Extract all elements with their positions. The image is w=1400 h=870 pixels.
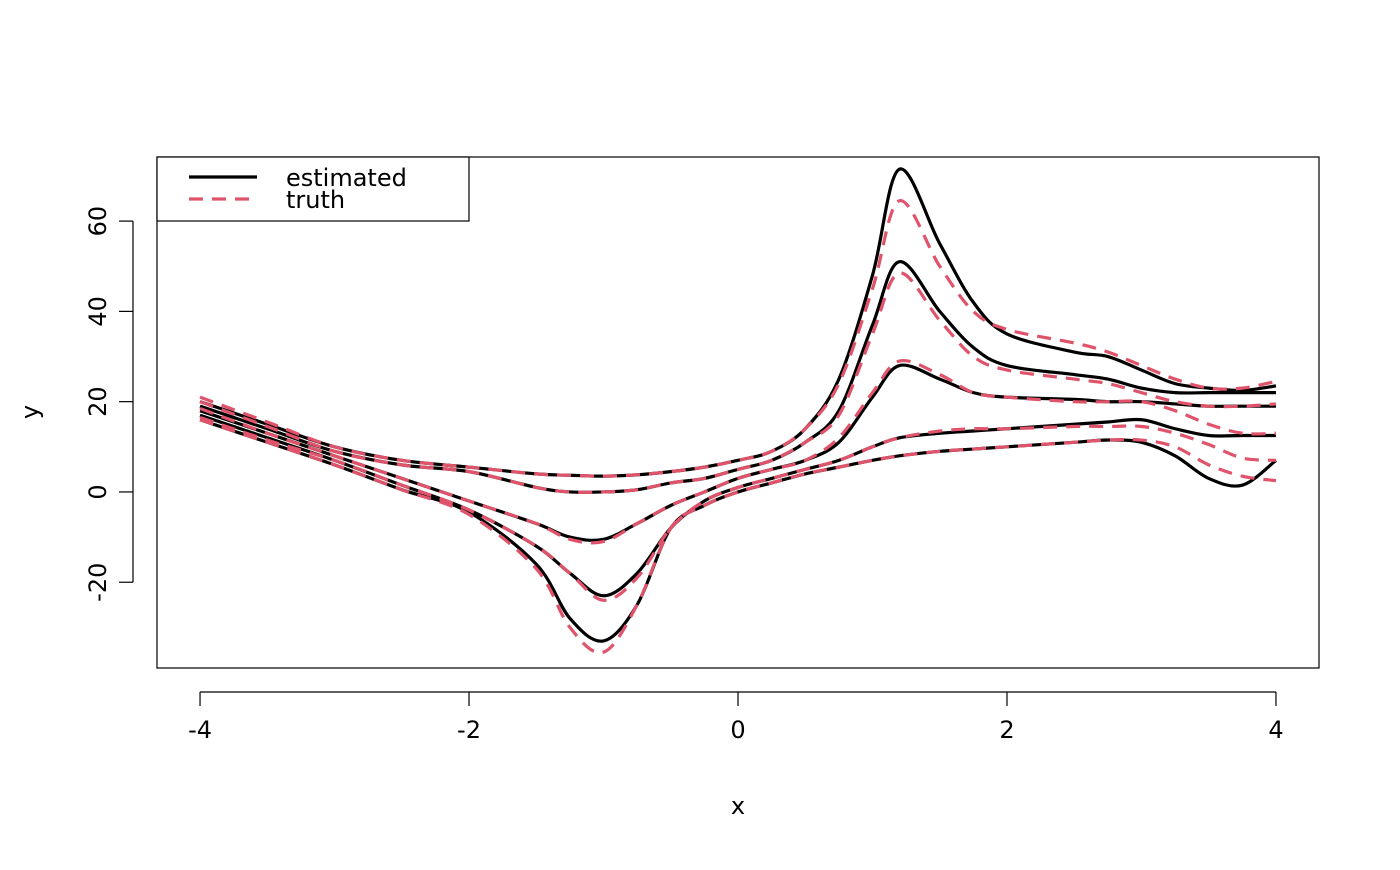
x-tick-label: 4 xyxy=(1268,716,1283,744)
series-line xyxy=(199,358,1276,545)
plot-frame xyxy=(156,156,1320,669)
y-tick-label: 60 xyxy=(84,206,112,237)
x-tick-label: 0 xyxy=(730,716,745,744)
legend-label: truth xyxy=(286,186,345,214)
y-axis-label: y xyxy=(16,405,44,419)
x-tick-label: -2 xyxy=(457,716,481,744)
series-line xyxy=(199,271,1277,494)
series-line xyxy=(199,418,1277,655)
series-line xyxy=(199,415,1277,602)
y-tick-label: 20 xyxy=(84,386,112,417)
y-tick-label: 40 xyxy=(84,296,112,327)
legend-label: estimated xyxy=(286,164,407,192)
legend-box xyxy=(156,156,470,222)
series-line xyxy=(199,413,1276,598)
x-tick-label: -4 xyxy=(188,716,212,744)
x-axis-label: x xyxy=(731,792,745,820)
x-tick-label: 2 xyxy=(999,716,1014,744)
series-line xyxy=(199,199,1277,478)
y-tick-label: 0 xyxy=(84,484,112,499)
y-tick-label: -20 xyxy=(84,563,112,602)
